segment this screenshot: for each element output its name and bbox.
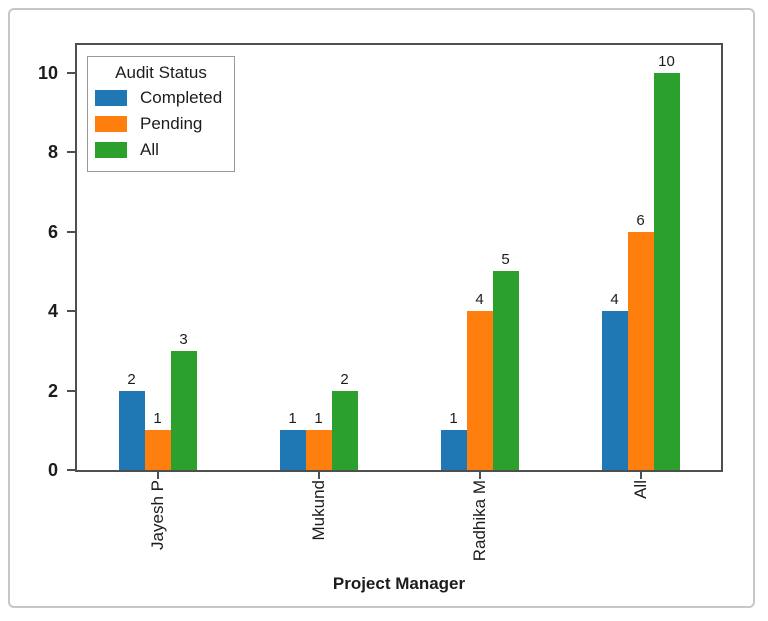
bar-value-label: 3 (179, 331, 188, 348)
bar-value-label: 5 (501, 251, 510, 268)
bar-value-label: 1 (153, 410, 162, 427)
figure-border (8, 8, 755, 608)
bar-completed-0 (118, 391, 145, 470)
y-tick-mark (67, 469, 75, 471)
legend-item-label: Completed (140, 88, 223, 107)
legend: Audit Status Completed Pending All (87, 56, 235, 172)
y-tick-mark (67, 230, 75, 233)
y-tick-label: 4 (47, 301, 58, 322)
bar-value-label: 1 (288, 410, 297, 427)
y-tick-mark (67, 389, 75, 392)
bar-completed-2 (440, 430, 467, 470)
bar-value-label: 4 (475, 291, 484, 308)
y-tick-mark (67, 151, 75, 154)
legend-item-label: All (140, 140, 159, 159)
bar-pending-0 (144, 430, 171, 470)
bar-value-label: 6 (636, 212, 645, 229)
y-tick-mark (67, 71, 75, 74)
bar-value-label: 10 (658, 53, 675, 70)
y-tick-label: 2 (47, 380, 58, 401)
y-tick-label: 0 (47, 460, 58, 480)
bar-completed-1 (279, 430, 306, 470)
bar-pending-2 (466, 311, 493, 470)
x-tick-mark (156, 472, 159, 479)
bar-all-2 (492, 271, 519, 470)
legend-title: Audit Status (115, 63, 207, 82)
y-tick-mark (67, 310, 75, 313)
completed-swatch-icon (95, 90, 127, 106)
legend-item-label: Pending (140, 114, 203, 133)
bar-pending-1 (305, 430, 332, 470)
x-tick-mark (639, 472, 642, 479)
bar-value-label: 1 (314, 410, 323, 427)
pending-swatch-icon (95, 116, 127, 132)
bar-pending-3 (627, 232, 654, 470)
y-tick-label: 8 (47, 142, 58, 163)
bar-all-1 (331, 391, 358, 470)
x-tick-mark (478, 472, 481, 479)
bar-value-label: 2 (127, 371, 136, 388)
y-tick-label: 6 (47, 221, 58, 242)
legend-item-all: All (88, 137, 234, 163)
x-tick-label: Mukund (308, 480, 328, 541)
x-axis-title: Project Manager (332, 574, 466, 593)
bar-all-3 (653, 73, 680, 470)
bar-all-0 (170, 351, 197, 470)
legend-item-pending: Pending (88, 111, 234, 137)
bar-value-label: 1 (449, 410, 458, 427)
x-tick-label: Radhika M (469, 480, 489, 562)
x-tick-label: Jayesh P (147, 480, 167, 550)
bar-completed-3 (601, 311, 628, 470)
bar-value-label: 2 (340, 371, 349, 388)
legend-item-completed: Completed (88, 85, 234, 111)
x-tick-label: All (630, 480, 650, 499)
y-tick-label: 10 (37, 62, 58, 83)
all-swatch-icon (95, 142, 127, 158)
x-tick-mark (317, 472, 320, 479)
bar-value-label: 4 (610, 291, 619, 308)
